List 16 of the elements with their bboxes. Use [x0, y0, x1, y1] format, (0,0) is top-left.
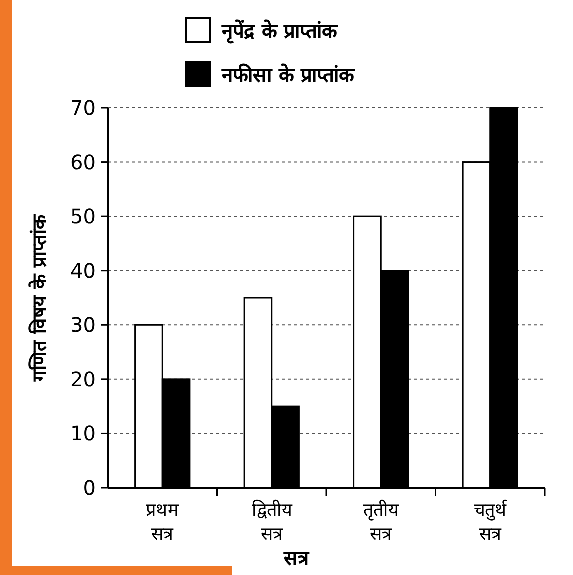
y-tick-label: 0	[83, 476, 96, 500]
y-tick-label: 30	[70, 313, 96, 338]
y-axis-title: गणित विषय के प्राप्तांक	[28, 214, 51, 382]
y-tick-label: 10	[70, 422, 96, 446]
y-tick-label: 40	[70, 258, 96, 283]
x-tick-label: तृतीय सत्र	[364, 499, 400, 545]
y-tick-label: 50	[70, 204, 96, 229]
legend-label: नृपेंद्र के प्राप्तांक	[221, 19, 339, 44]
legend-label: नफीसा के प्राप्तांक	[221, 63, 356, 87]
x-axis-title: सत्र	[283, 546, 310, 570]
x-tick-label: द्वितीय सत्र	[252, 499, 293, 545]
y-tick-label: 70	[70, 96, 96, 120]
x-tick-label: प्रथम सत्र	[146, 500, 180, 545]
x-tick-label: चतुर्थ सत्र	[474, 499, 508, 545]
y-tick-label: 20	[70, 367, 96, 392]
y-tick-label: 60	[70, 150, 96, 174]
